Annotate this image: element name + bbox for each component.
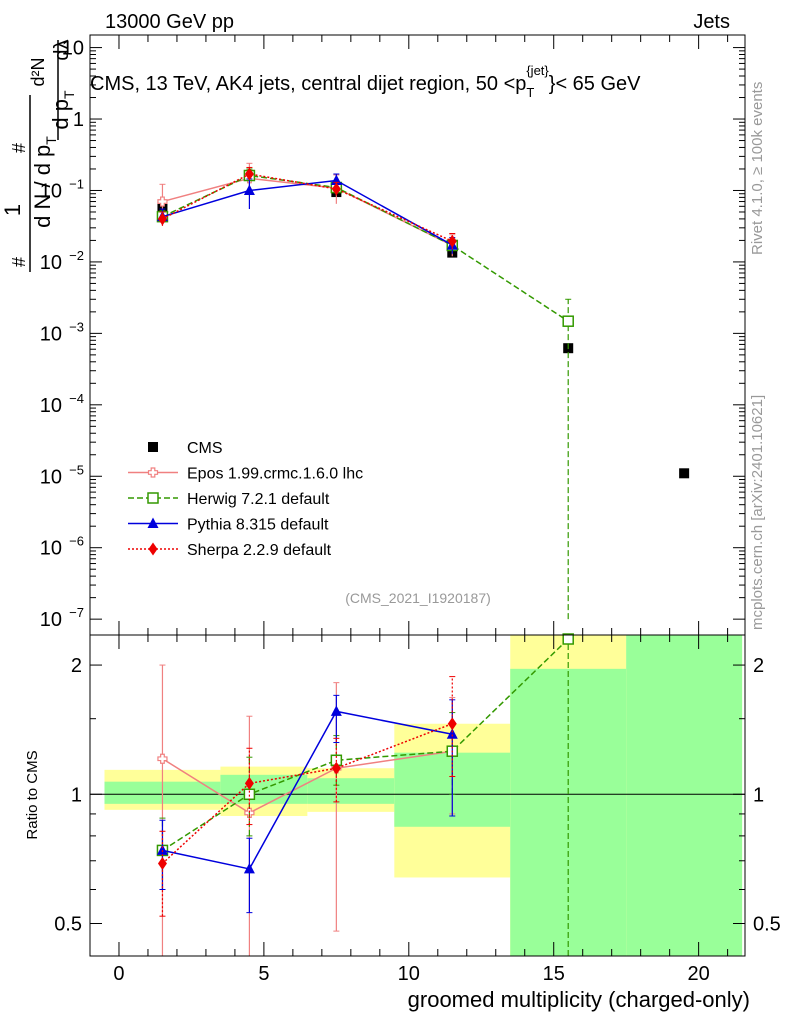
lower-ytick-label-left: 0.5 xyxy=(54,913,82,935)
title-sup: {jet} xyxy=(526,63,549,78)
legend-marker-sherpa xyxy=(148,542,158,556)
epos-ratio-point xyxy=(157,753,168,764)
upper-ytick-label: 10 xyxy=(40,466,62,488)
upper-ytick-exponent: −7 xyxy=(69,605,84,620)
ylabel-dpt-text: d p xyxy=(48,99,73,130)
lower-ytick-label-left: 2 xyxy=(71,655,82,677)
upper-ytick-exponent: −6 xyxy=(69,534,84,549)
ratio-band-green xyxy=(626,635,743,956)
epos-point xyxy=(157,196,168,207)
upper-x-ticks xyxy=(89,35,729,635)
legend-label-cms: CMS xyxy=(187,440,223,457)
ylabel-dndp-sub: T xyxy=(43,136,59,145)
x-axis-label: groomed multiplicity (charged-only) xyxy=(408,987,750,1012)
sherpa-ratio-point xyxy=(244,776,254,790)
x-axis: 0 5 10 15 20 xyxy=(89,635,729,985)
lower-y-axis: 0.5 0.5 1 1 2 2 xyxy=(54,655,781,935)
legend-marker-herwig xyxy=(147,492,159,504)
legend-label-pythia: Pythia 8.315 default xyxy=(187,517,329,534)
title-sub: T xyxy=(526,85,534,100)
ylabel-hash1: # xyxy=(9,257,29,267)
xtick-label: 20 xyxy=(688,963,710,985)
ratio-band-green xyxy=(307,778,395,804)
sherpa-point xyxy=(447,234,457,248)
legend: CMS Epos 1.99.crmc.1.6.0 lhc Herwig 7.2.1 … xyxy=(128,440,363,559)
ylabel-dndp: d N / d pT xyxy=(30,136,59,228)
title-end: }< 65 GeV xyxy=(549,73,641,95)
xtick-label: 10 xyxy=(398,963,420,985)
lower-ytick-label-left: 1 xyxy=(71,784,82,806)
lower-ytick-label-right: 1 xyxy=(753,784,764,806)
upper-ytick-exponent: −1 xyxy=(69,176,84,191)
ylabel-hash2: # xyxy=(9,143,29,153)
ylabel-dlambda: dλ xyxy=(51,39,73,60)
herwig-point xyxy=(562,315,574,327)
pythia-ratio-point xyxy=(243,862,255,874)
ylabel-d2n: d²N xyxy=(28,57,48,86)
upper-ytick-label: 10 xyxy=(40,538,62,560)
header-right: Jets xyxy=(693,11,730,33)
upper-ytick-label: 10 xyxy=(40,180,62,202)
upper-ylabel: 1 # d N / d pT # d pT dλ d²N xyxy=(0,39,77,272)
upper-series-layer xyxy=(156,162,690,620)
legend-label-herwig: Herwig 7.2.1 default xyxy=(187,491,330,508)
analysis-watermark: (CMS_2021_I1920187) xyxy=(345,590,491,606)
lower-frame xyxy=(89,634,746,957)
upper-ytick-exponent: −2 xyxy=(69,248,84,263)
pythia-line xyxy=(162,179,453,246)
xtick-label: 5 xyxy=(258,963,269,985)
title-main: CMS, 13 TeV, AK4 jets, central dijet reg… xyxy=(90,73,526,95)
pythia-ratio-line xyxy=(162,710,453,870)
sherpa-ratio-point xyxy=(447,717,457,731)
sherpa-point xyxy=(157,212,167,226)
ratio-uncertainty-bands xyxy=(104,635,743,956)
rivet-label: Rivet 4.1.0, ≥ 100k events xyxy=(749,82,766,255)
upper-ytick-label: 10 xyxy=(40,323,62,345)
upper-ytick-label: 10 xyxy=(40,252,62,274)
pythia-ratio-point xyxy=(330,705,342,716)
lower-series-layer xyxy=(156,633,574,957)
legend-marker-cms xyxy=(148,442,158,452)
lower-ytick-label-right: 2 xyxy=(753,655,764,677)
upper-ytick-label: 10 xyxy=(40,609,62,631)
sherpa-ratio-point xyxy=(331,761,341,775)
upper-ytick-label: 1 xyxy=(73,109,84,131)
sherpa-point xyxy=(244,167,254,181)
sherpa-ratio-line xyxy=(161,723,453,865)
upper-y-axis: 10 −7 10 −6 10 −5 10 −4 10 −3 10 −2 10 −1 1 10 xyxy=(40,38,745,631)
herwig-ratio-line xyxy=(162,638,569,852)
legend-marker-epos xyxy=(147,467,159,478)
herwig-ratio-point xyxy=(562,633,574,645)
ylabel-dndp-text: d N / d p xyxy=(30,145,55,228)
ylabel-dpt: d pT xyxy=(48,90,77,130)
xtick-label: 15 xyxy=(543,963,565,985)
sherpa-line xyxy=(162,173,453,242)
upper-ytick-exponent: −5 xyxy=(69,462,84,477)
legend-label-sherpa: Sherpa 2.2.9 default xyxy=(187,542,332,559)
epos-line xyxy=(162,177,453,247)
ylabel-one: 1 xyxy=(0,204,25,216)
upper-ytick-exponent: −3 xyxy=(69,319,84,334)
upper-ytick-label: 10 xyxy=(62,38,84,60)
upper-ytick-label: 10 xyxy=(40,395,62,417)
pythia-ratio-point xyxy=(446,728,458,739)
mcplots-label: mcplots.cern.ch [arXiv:2401.10621] xyxy=(749,395,766,630)
pythia-point xyxy=(243,184,255,195)
header-left: 13000 GeV pp xyxy=(105,11,234,33)
xtick-label: 0 xyxy=(113,963,124,985)
ratio-ylabel: Ratio to CMS xyxy=(24,750,41,839)
upper-title: CMS, 13 TeV, AK4 jets, central dijet reg… xyxy=(90,63,641,100)
sherpa-point xyxy=(331,182,341,196)
sherpa-ratio-point xyxy=(157,856,167,870)
cms-data-point xyxy=(679,468,690,479)
pythia-ratio-point xyxy=(156,844,168,855)
lower-ytick-label-right: 0.5 xyxy=(753,913,781,935)
legend-label-epos: Epos 1.99.crmc.1.6.0 lhc xyxy=(187,466,363,483)
upper-ytick-exponent: −4 xyxy=(69,391,84,406)
ylabel-dpt-sub: T xyxy=(61,90,77,99)
legend-marker-pythia xyxy=(147,517,159,528)
